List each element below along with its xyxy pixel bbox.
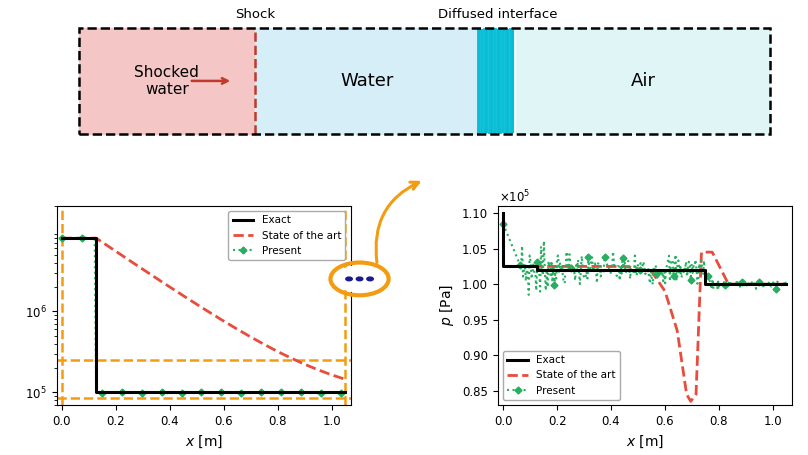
Text: Air: Air: [630, 72, 655, 90]
Legend: Exact, State of the art, Present: Exact, State of the art, Present: [229, 211, 346, 260]
Bar: [255, 28, 479, 134]
Text: Water: Water: [340, 72, 394, 90]
Bar: [78, 28, 255, 134]
Bar: [516, 28, 770, 134]
X-axis label: $x$ [m]: $x$ [m]: [625, 433, 664, 450]
Text: $\times10^5$: $\times10^5$: [499, 188, 531, 205]
Text: Diffused interface: Diffused interface: [438, 8, 558, 20]
X-axis label: $x$ [m]: $x$ [m]: [184, 433, 223, 450]
Text: Shock: Shock: [235, 8, 276, 20]
Text: Shocked
water: Shocked water: [134, 65, 200, 97]
Y-axis label: $p$ [Pa]: $p$ [Pa]: [438, 284, 457, 326]
Legend: Exact, State of the art, Present: Exact, State of the art, Present: [503, 351, 620, 400]
